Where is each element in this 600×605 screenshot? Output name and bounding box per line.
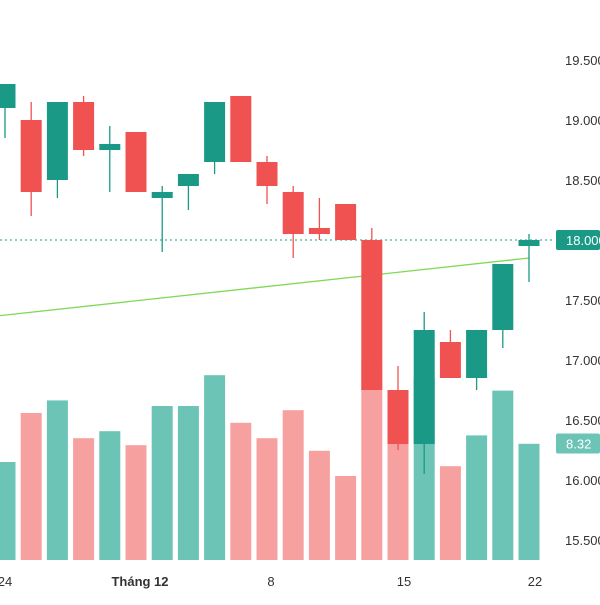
time-tick-label: 8 <box>267 574 274 589</box>
moving-average-line <box>0 257 530 317</box>
volume-bar <box>177 406 199 560</box>
volume-bar <box>230 422 252 560</box>
volume-bar <box>492 390 514 560</box>
last-volume-label: 8.32 <box>566 437 591 452</box>
last-price-badge-bg <box>556 230 600 250</box>
volume-bar <box>73 438 95 560</box>
volume-bar <box>99 431 121 560</box>
volume-bar <box>20 413 42 560</box>
volume-bar <box>335 476 357 560</box>
candle-body <box>230 96 252 162</box>
volume-bar <box>204 375 226 560</box>
time-tick-label: 15 <box>397 574 411 589</box>
candle-body <box>439 342 461 378</box>
candle-body <box>466 330 488 378</box>
volume-bar <box>46 400 68 560</box>
candle-body <box>282 192 304 234</box>
candle-body <box>518 240 540 246</box>
price-tick-label: 19.000 <box>565 113 600 128</box>
price-tick-label: 18.500 <box>565 173 600 188</box>
price-tick-label: 15.500 <box>565 533 600 548</box>
price-tick-label: 16.000 <box>565 473 600 488</box>
candle-body <box>492 264 514 330</box>
last-price-label: 18.000 <box>566 233 600 248</box>
candle-body <box>308 228 330 234</box>
candle-body <box>73 102 95 150</box>
last-price-badge[interactable]: 18.000 <box>556 230 600 250</box>
candle-body <box>46 102 68 180</box>
volume-bar <box>256 438 278 560</box>
candle-body <box>204 102 226 162</box>
volume-bar <box>387 425 409 560</box>
volume-bar <box>282 410 304 560</box>
candle-body <box>361 240 383 390</box>
time-axis: 24 Tháng 12 8 15 22 <box>0 574 542 589</box>
volume-bar <box>361 361 383 560</box>
time-tick-label: 22 <box>528 574 542 589</box>
volume-layer <box>0 361 540 560</box>
price-tick-label: 17.500 <box>565 293 600 308</box>
time-tick-label: Tháng 12 <box>111 574 168 589</box>
candle-body <box>387 390 409 444</box>
price-axis: 19.500 19.000 18.500 17.500 17.000 16.500 16.0… <box>565 53 600 548</box>
price-tick-label: 19.500 <box>565 53 600 68</box>
candle-body <box>413 330 435 444</box>
candle-body <box>20 120 42 192</box>
volume-bar <box>308 450 330 560</box>
candle-body <box>125 132 147 192</box>
volume-bar <box>439 466 461 560</box>
volume-bar <box>125 445 147 560</box>
candle-body <box>151 192 173 198</box>
time-tick-label: 24 <box>0 574 12 589</box>
candle-body <box>177 174 199 186</box>
candle-body <box>256 162 278 186</box>
moving-average-layer <box>0 257 530 317</box>
candle-layer <box>0 84 540 474</box>
candle-body <box>0 84 16 108</box>
volume-bar <box>151 406 173 560</box>
volume-bar <box>466 435 488 560</box>
price-tick-label: 17.000 <box>565 353 600 368</box>
last-volume-badge-bg <box>556 433 600 454</box>
candle-body <box>335 204 357 240</box>
volume-bar <box>518 443 540 560</box>
last-volume-badge[interactable]: 8.32 <box>556 433 600 454</box>
candle-body <box>99 144 121 150</box>
price-tick-label: 16.500 <box>565 413 600 428</box>
volume-bar <box>0 462 16 560</box>
